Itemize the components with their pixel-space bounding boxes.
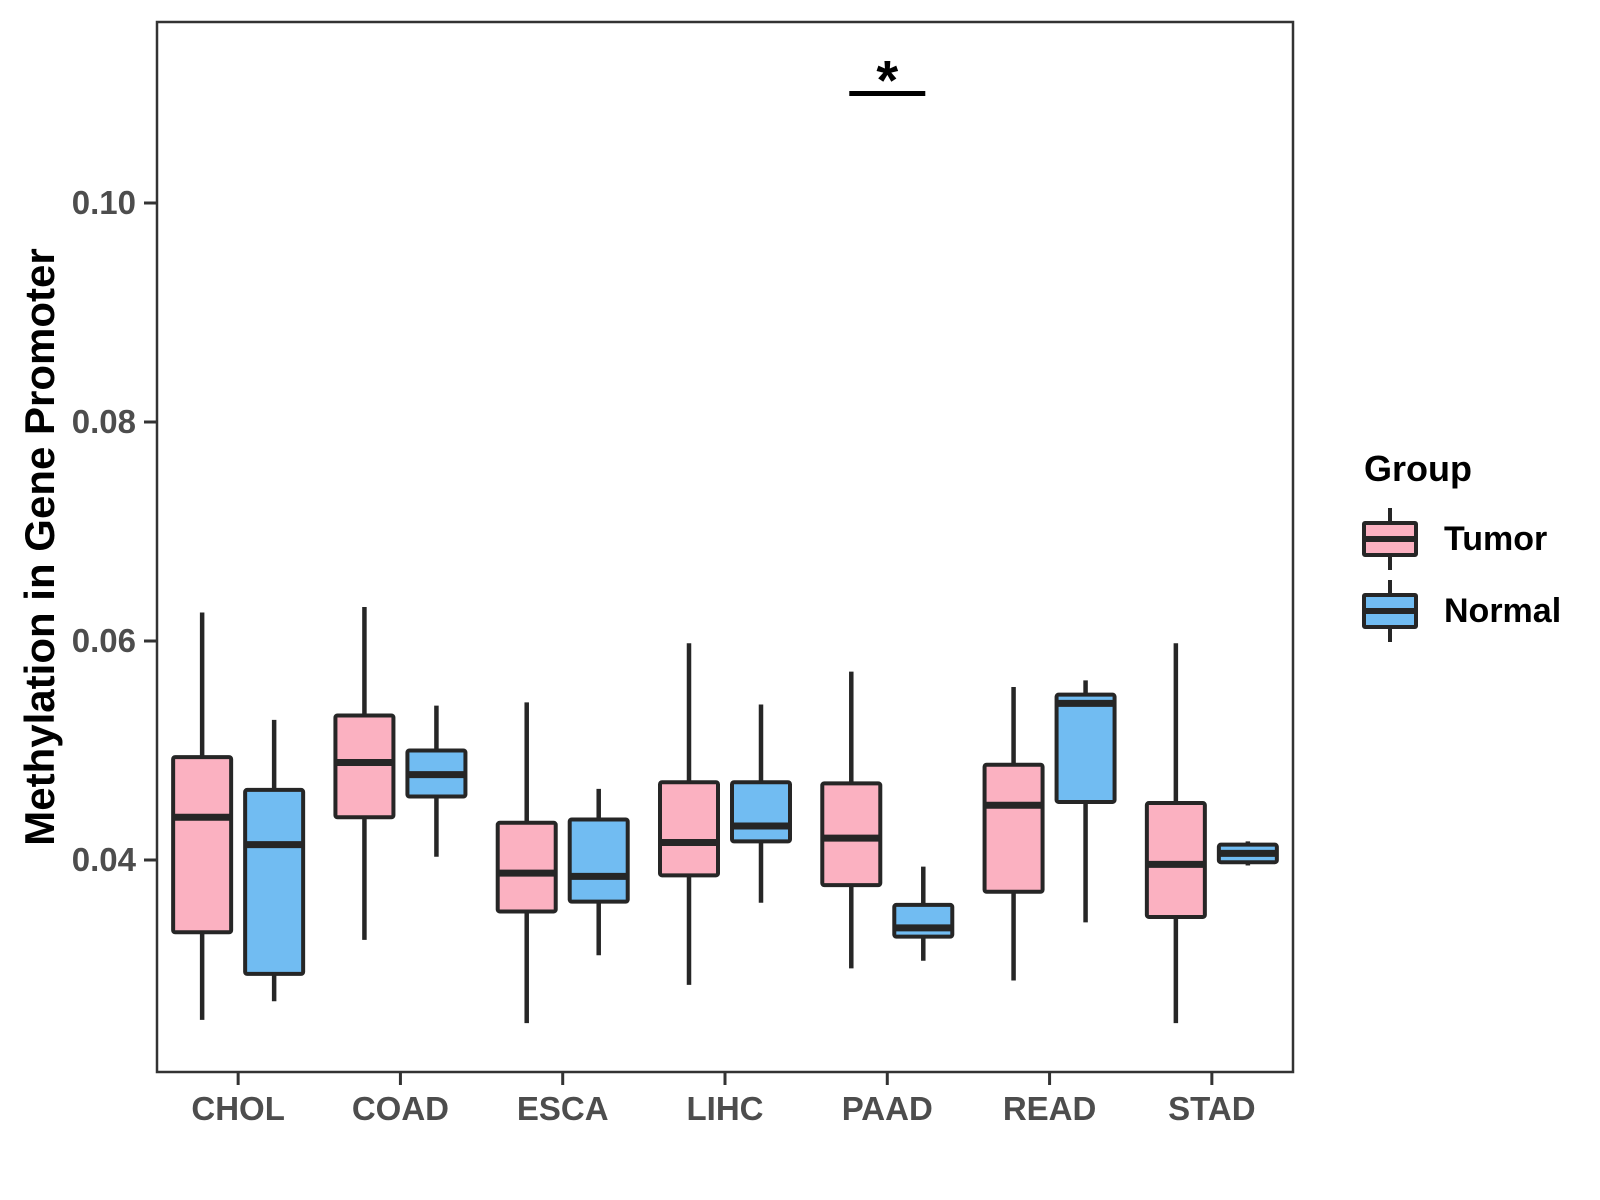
- box-Normal-PAAD: [892, 902, 955, 939]
- key-median: [1366, 536, 1414, 542]
- legend-title: Group: [1364, 448, 1472, 489]
- legend-label-tumor: Tumor: [1444, 519, 1548, 558]
- significance-star: *: [876, 49, 898, 112]
- key-box-tumor: [1362, 521, 1418, 557]
- box-Tumor-ESCA: [495, 820, 558, 914]
- box-Tumor-READ: [982, 762, 1045, 894]
- box-Tumor-LIHC: [658, 780, 720, 878]
- y-axis-title: Methylation in Gene Promoter: [16, 248, 63, 846]
- x-tick-label-PAAD: PAAD: [842, 1090, 933, 1127]
- x-tick-label-ESCA: ESCA: [517, 1090, 609, 1127]
- y-tick-label: 0.10: [72, 184, 136, 221]
- box-Normal-CHOL: [243, 787, 306, 976]
- legend-entry-normal: Normal: [1362, 580, 1561, 642]
- x-tick-label-STAD: STAD: [1168, 1090, 1255, 1127]
- box-Tumor-CHOL: [171, 755, 234, 935]
- key-box-normal: [1362, 593, 1418, 629]
- y-tick-label: 0.08: [72, 403, 136, 440]
- box-Tumor-STAD: [1144, 801, 1207, 919]
- boxplot-key-icon: [1362, 580, 1418, 642]
- x-tick-label-COAD: COAD: [352, 1090, 449, 1127]
- x-tick-label-LIHC: LIHC: [687, 1090, 764, 1127]
- box-Tumor-PAAD: [820, 781, 883, 888]
- box-Tumor-COAD: [333, 713, 396, 820]
- legend-label-normal: Normal: [1444, 591, 1562, 630]
- x-tick-label-READ: READ: [1003, 1090, 1097, 1127]
- legend-entry-tumor: Tumor: [1362, 508, 1561, 570]
- boxplot-key-icon: [1362, 508, 1418, 570]
- legend: Group Tumor Normal: [1362, 448, 1561, 652]
- box-Normal-ESCA: [567, 817, 630, 904]
- y-tick-label: 0.04: [72, 841, 137, 878]
- x-tick-label-CHOL: CHOL: [191, 1090, 285, 1127]
- box-Normal-LIHC: [730, 780, 792, 844]
- y-tick-label: 0.06: [72, 622, 136, 659]
- panel-border: [155, 20, 1295, 1074]
- key-median: [1366, 608, 1414, 614]
- box-Normal-READ: [1054, 692, 1117, 804]
